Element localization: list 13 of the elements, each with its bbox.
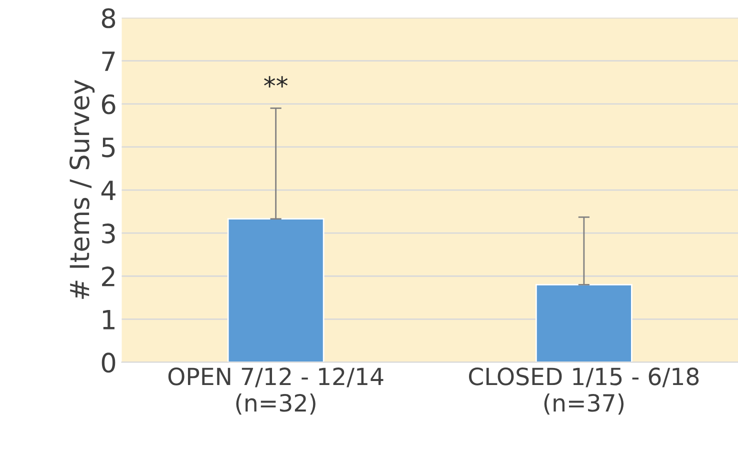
y-tick-label: 5 [102, 138, 115, 158]
x-tick-label: CLOSED 1/15 - 6/18 (n=37) [469, 368, 699, 415]
y-tick-label: 1 [103, 310, 114, 330]
y-tick-label: 4 [101, 180, 116, 200]
y-tick-label: 6 [102, 94, 116, 114]
y-tick-label: 8 [102, 8, 116, 28]
annotation: ** [264, 76, 288, 88]
y-tick-label: 2 [102, 266, 114, 286]
y-tick-label: 3 [102, 224, 115, 244]
y-tick-label: 7 [102, 52, 115, 71]
x-tick-label: OPEN 7/12 - 12/14 (n=32) [168, 368, 384, 415]
y-tick-label: 0 [102, 352, 116, 373]
y-axis-title: # Items / Survey [69, 80, 95, 299]
